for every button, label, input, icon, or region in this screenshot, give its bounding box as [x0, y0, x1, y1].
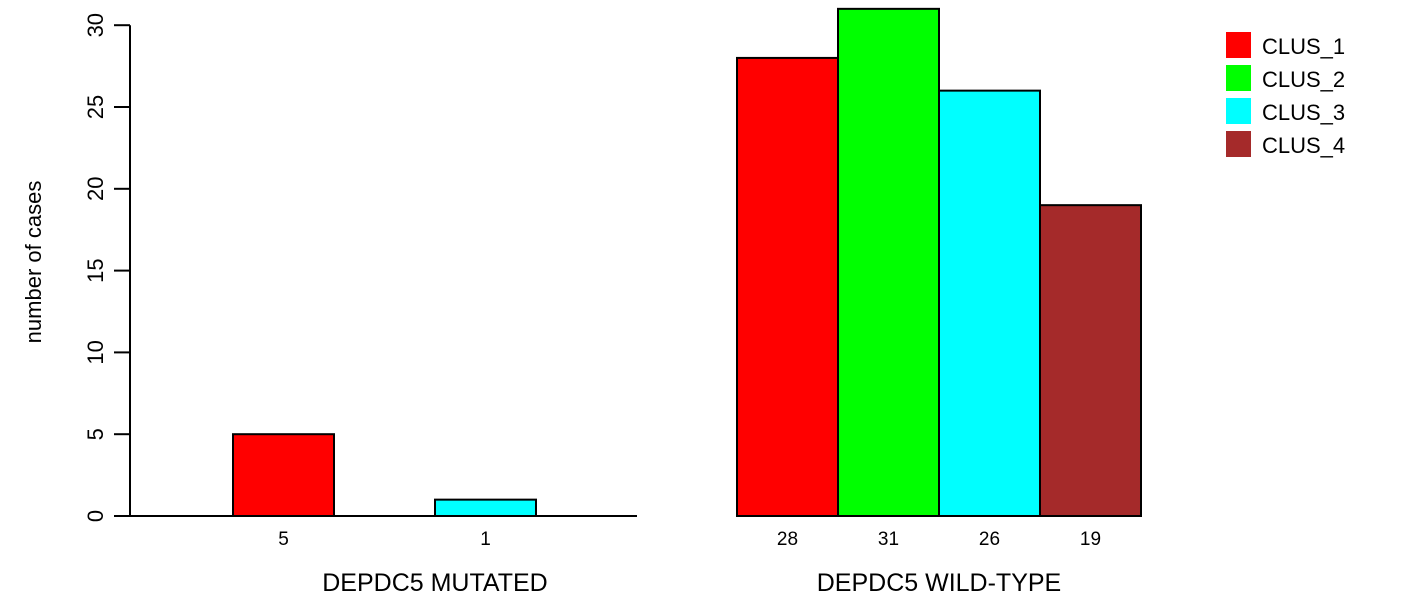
group-label: DEPDC5 MUTATED	[322, 569, 547, 597]
bar-value-label: 26	[979, 529, 1000, 550]
legend-label: CLUS_1	[1262, 34, 1345, 59]
legend-label: CLUS_2	[1262, 67, 1345, 92]
bar-clus-3	[434, 498, 537, 518]
bar-clus-1	[232, 433, 335, 518]
bar-clus-4	[1039, 204, 1142, 517]
y-tick-label: 0	[83, 510, 108, 522]
bar-clus-3	[938, 89, 1041, 517]
bar-value-label: 1	[480, 529, 491, 550]
bars	[232, 7, 1142, 518]
y-tick-label: 15	[83, 258, 108, 282]
legend: CLUS_1 CLUS_2 CLUS_3 CLUS_4	[1226, 32, 1345, 158]
y-tick-label: 25	[83, 95, 108, 119]
bar-value-label: 19	[1080, 529, 1101, 550]
y-tick-label: 5	[83, 428, 108, 440]
bar-value-label: 28	[777, 529, 798, 550]
bar-value-label: 31	[878, 529, 899, 550]
y-tick-label: 30	[83, 13, 108, 37]
legend-swatch	[1226, 131, 1251, 157]
bar-clus-2	[837, 7, 940, 518]
legend-label: CLUS_3	[1262, 100, 1345, 125]
y-tick-label: 10	[83, 340, 108, 364]
bar-value-label: 5	[278, 529, 289, 550]
y-axis-title: number of cases	[21, 181, 46, 344]
legend-label: CLUS_4	[1262, 133, 1345, 158]
legend-swatch	[1226, 98, 1251, 124]
y-tick-label: 20	[83, 177, 108, 201]
legend-swatch	[1226, 65, 1251, 91]
labels: 5 1 DEPDC5 MUTATED 28 31 26 19 DEPDC5 WILD-TYPE	[278, 529, 1101, 597]
bar-clus-1	[736, 56, 839, 517]
group-label: DEPDC5 WILD-TYPE	[817, 569, 1061, 597]
legend-swatch	[1226, 32, 1251, 58]
